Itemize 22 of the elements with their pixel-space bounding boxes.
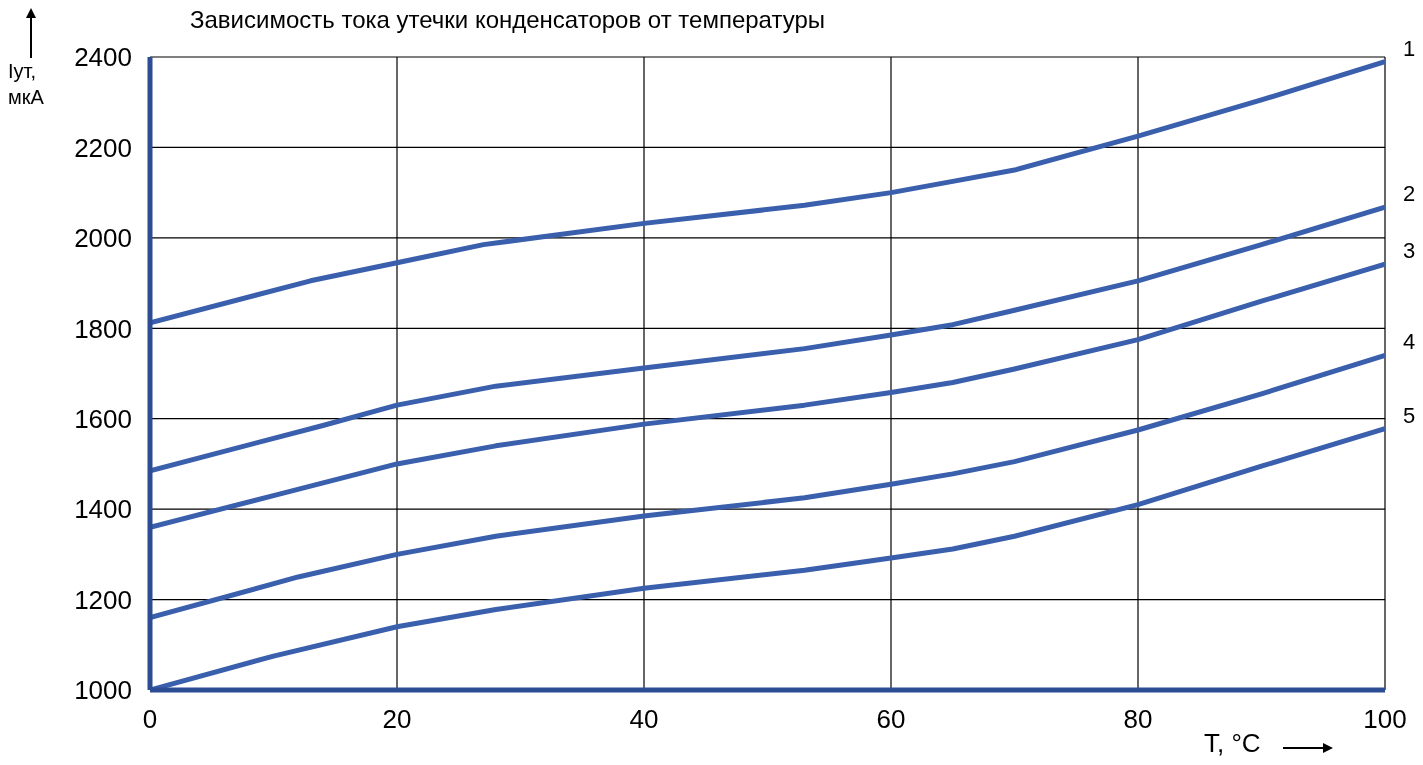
y-tick-label: 2000 [74,223,132,254]
y-tick-label: 1600 [74,403,132,434]
series-label: 4 [1403,329,1416,355]
series-label: 3 [1403,238,1416,264]
y-tick-label: 1200 [74,584,132,615]
chart-title: Зависимость тока утечки конденсаторов от температуры [190,6,826,34]
y-tick-label: 2400 [74,42,132,73]
series-label: 2 [1403,181,1416,207]
y-tick-label: 2200 [74,132,132,163]
y-axis-title: Iут, мкА [8,59,45,110]
series-label: 5 [1403,402,1416,428]
series-label: 1 [1403,35,1416,61]
y-tick-label: 1800 [74,313,132,344]
x-tick-label: 60 [876,704,906,735]
x-tick-label: 0 [142,704,158,735]
x-axis-title: T, °C [1204,728,1261,759]
x-tick-label: 20 [382,704,412,735]
x-tick-label: 80 [1123,704,1153,735]
y-tick-label: 1000 [74,675,132,706]
x-tick-label: 40 [629,704,659,735]
x-tick-label: 100 [1363,704,1407,735]
y-tick-label: 1400 [74,494,132,525]
